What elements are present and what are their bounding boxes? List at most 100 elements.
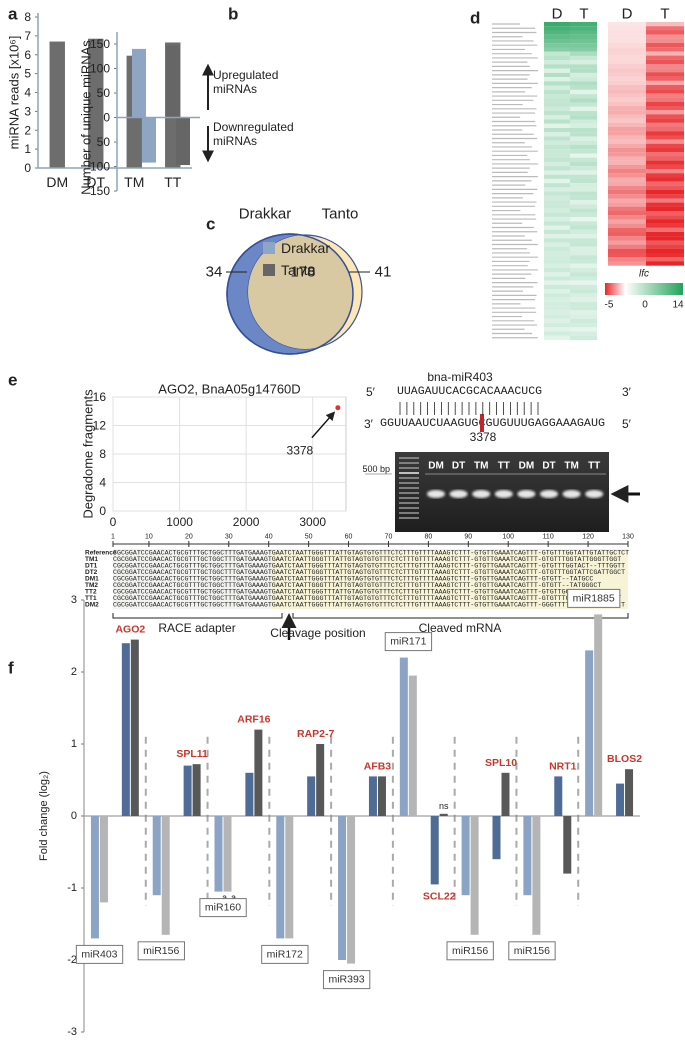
y-tick-label: -1 xyxy=(67,882,77,894)
category-label: miR156 xyxy=(143,945,179,957)
ruler-label: 10 xyxy=(145,534,153,541)
heatmap-cell xyxy=(544,106,570,112)
y-tick-label: 8 xyxy=(99,447,106,461)
heatmap-cell xyxy=(608,101,646,107)
heatmap-cell xyxy=(608,232,646,237)
heatmap-cell xyxy=(608,76,646,81)
heatmap-cell xyxy=(608,122,646,128)
colorbar-tick: 14 xyxy=(672,300,684,311)
panel-label: f xyxy=(8,659,14,678)
heatmap-cell xyxy=(646,38,684,44)
heatmap-cell xyxy=(646,68,684,73)
heatmap-cell xyxy=(544,144,570,150)
label-box xyxy=(567,588,621,608)
heatmap-cell xyxy=(544,284,570,290)
y-tick-label: 6 xyxy=(24,48,31,62)
heatmap-cell xyxy=(608,139,646,144)
colorbar xyxy=(605,283,683,295)
heatmap-cell xyxy=(570,272,597,277)
x-tick-label: DT xyxy=(86,174,105,190)
venn: Drakkar Tanto 34 178 41 xyxy=(206,206,391,355)
mirna-sequence: UUAGAUUCACGCACAAACUCG xyxy=(397,386,542,398)
cleavage-mark xyxy=(480,414,484,432)
heatmap-cell xyxy=(544,111,570,116)
category-label: AFB3 xyxy=(364,760,392,772)
point-arrow xyxy=(311,411,336,439)
heatmap-cell xyxy=(570,115,597,120)
row-label: DT1 xyxy=(85,563,98,570)
heatmap-cell xyxy=(570,327,597,332)
heatmap-cell xyxy=(544,161,570,167)
mirna-duplex: bna-miR403 5′ UUAGAUUCACGCACAAACUCG 3′ 3… xyxy=(364,370,632,444)
heatmap-cell xyxy=(608,106,646,111)
legend-label: Drakkar xyxy=(281,240,330,256)
heatmap-cell xyxy=(646,236,684,241)
heatmap-cell xyxy=(570,64,597,69)
heatmap-cell xyxy=(570,94,597,99)
heatmap: D T D T lfc -5 0 14 xyxy=(492,6,684,341)
heatmap-cell xyxy=(544,280,570,285)
panel-label: c xyxy=(206,215,215,234)
y-tick-label: 100 xyxy=(90,160,110,174)
heatmap-cell xyxy=(570,246,597,252)
x-tick-label: DM xyxy=(46,174,68,190)
legend-label: Tanto xyxy=(281,262,315,278)
bar xyxy=(347,816,356,964)
ruler-label: 50 xyxy=(305,534,313,541)
heatmap-cell xyxy=(646,223,684,228)
bar xyxy=(130,639,139,816)
heatmap-cell xyxy=(544,140,570,146)
heatmap-cell xyxy=(544,191,570,196)
heatmap-cell xyxy=(608,160,646,165)
bar-annotation: ns xyxy=(439,801,449,811)
heatmap-cell xyxy=(608,198,646,203)
heatmap-cell xyxy=(646,89,684,94)
heatmap-cell xyxy=(646,148,684,153)
heatmap-cell xyxy=(570,335,597,341)
heatmap-cell xyxy=(570,111,597,116)
bar xyxy=(616,783,625,816)
y-tick-label: 150 xyxy=(90,37,110,51)
heatmap-cell xyxy=(608,59,646,65)
heatmap-cell xyxy=(646,164,684,170)
y-tick-label: 1 xyxy=(24,142,31,156)
heatmap-cell xyxy=(608,118,646,123)
heatmap-cell xyxy=(608,190,646,195)
heatmap-cell xyxy=(544,47,570,52)
heatmap-cell xyxy=(544,30,570,35)
label-box xyxy=(446,941,494,961)
heatmap-cell xyxy=(570,229,597,235)
heatmap-cell xyxy=(544,136,570,141)
heatmap-cell xyxy=(570,174,597,179)
heatmap-cell xyxy=(544,234,570,239)
heatmap-cell xyxy=(544,217,570,222)
heatmap-cell xyxy=(570,289,597,294)
heatmap-cell xyxy=(570,81,597,86)
ruler-label: 130 xyxy=(622,534,634,541)
ruler-label: 120 xyxy=(582,534,594,541)
heatmap-cell xyxy=(608,68,646,73)
heatmap-cell xyxy=(646,194,684,199)
heatmap-cell xyxy=(544,246,570,252)
heatmap-cell xyxy=(544,178,570,184)
heatmap-cell xyxy=(544,204,570,209)
bar xyxy=(470,816,479,935)
bar xyxy=(338,816,347,960)
y-axis-title: Number of unique miRNAs xyxy=(79,40,94,195)
ruler-label: 110 xyxy=(543,534,554,541)
heatmap-cell xyxy=(570,331,597,336)
heatmap-cell xyxy=(570,30,597,35)
heatmap-cell xyxy=(608,114,646,119)
y-tick-label: 50 xyxy=(97,135,111,149)
bar xyxy=(554,776,563,816)
bar xyxy=(49,41,65,168)
heatmap-cell xyxy=(570,204,597,209)
heatmap-cell xyxy=(608,152,646,157)
heatmap-cell xyxy=(646,152,684,157)
heatmap-cell xyxy=(570,128,597,133)
legend-swatch xyxy=(263,264,275,276)
heatmap-cell xyxy=(570,34,597,40)
label-box xyxy=(75,944,124,964)
x-tick-label: TM xyxy=(124,174,144,190)
heatmap-cell xyxy=(646,51,684,56)
